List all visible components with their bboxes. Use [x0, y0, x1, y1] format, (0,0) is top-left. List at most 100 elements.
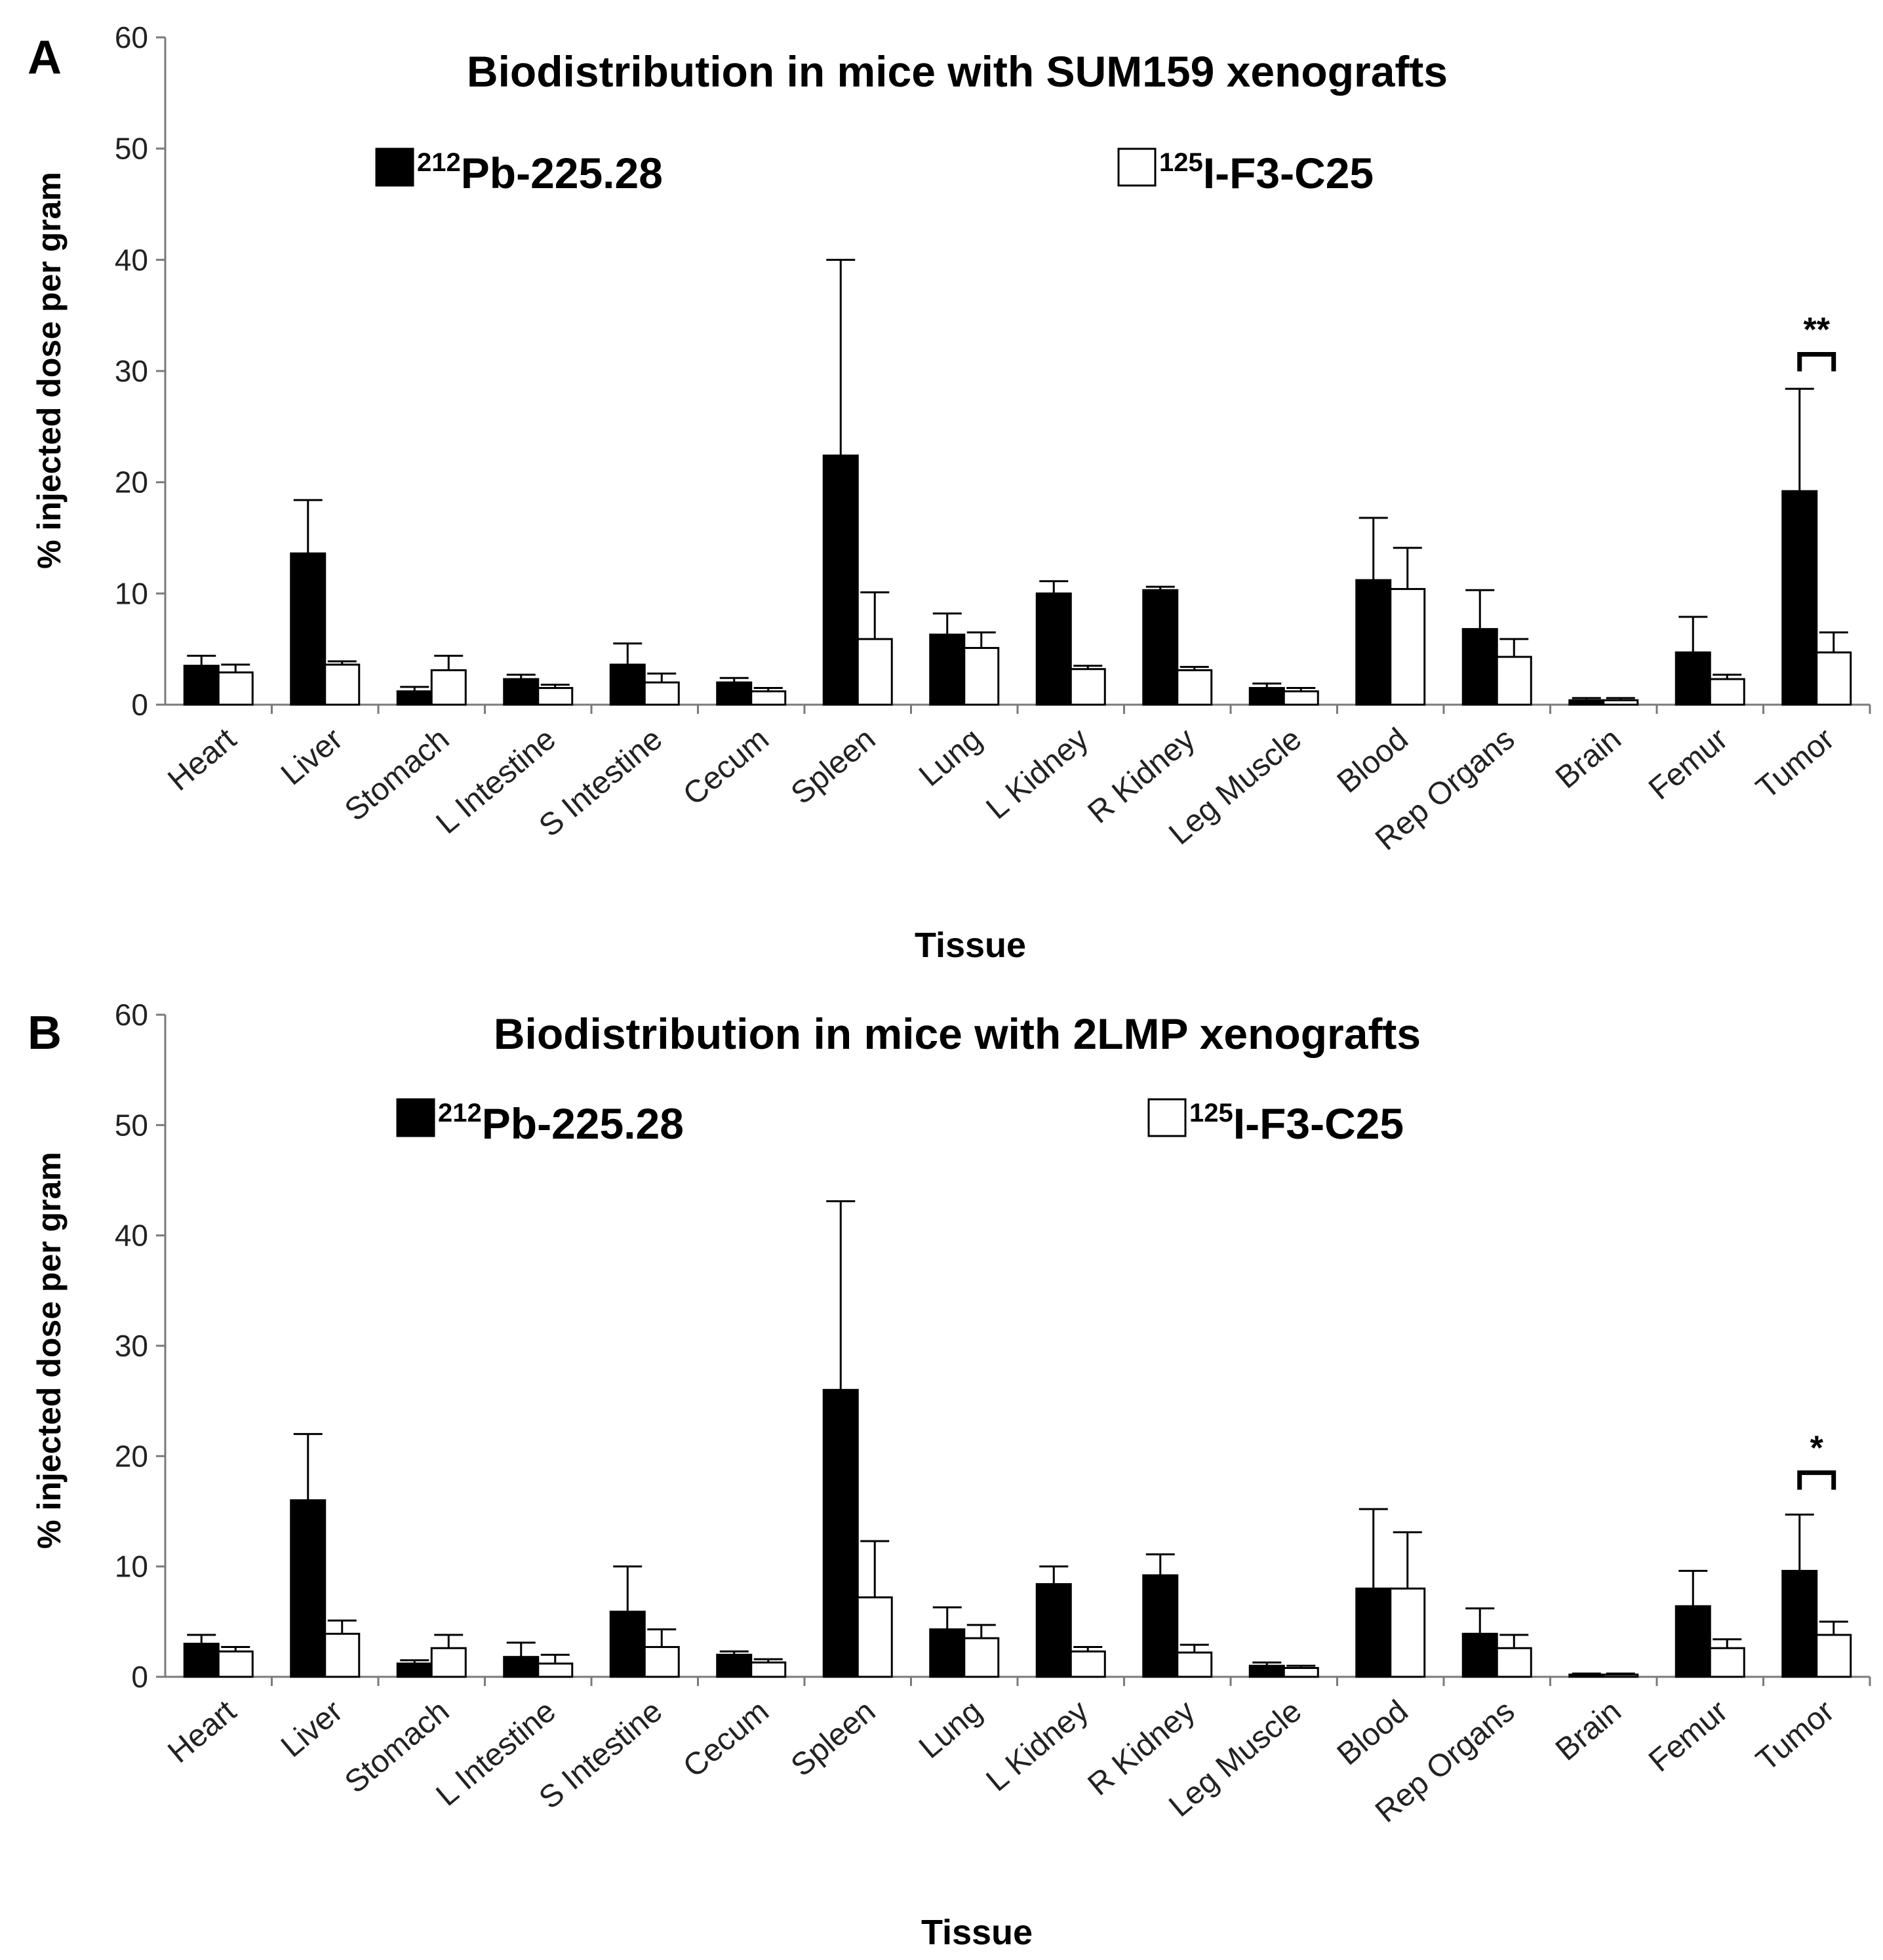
panel-a-ytick-label: 10 [115, 576, 148, 610]
panel-b-bar [609, 1611, 646, 1678]
panel-a-legend-label-i: 125I-F3-C25 [1159, 148, 1374, 197]
panel-a-bar [430, 669, 467, 706]
panel-a-ytick-label: 30 [115, 354, 148, 388]
panel-a-bar [643, 681, 680, 706]
panel-a-legend: 212Pb-225.28 125I-F3-C25 [375, 147, 1374, 197]
panel-b-bar [716, 1653, 753, 1678]
panel-b-ytick-label: 0 [131, 1660, 148, 1694]
panel-a-bar [1461, 628, 1498, 706]
panel-b-bar [1282, 1667, 1319, 1678]
panel-a-ytick-label: 20 [115, 465, 148, 500]
panel-b-legend-swatch-i [1147, 1098, 1187, 1137]
panel-a-bar [750, 690, 787, 706]
panel-a-bar [1248, 687, 1285, 706]
panel-a-legend-main-pb: Pb-225.28 [461, 149, 663, 197]
panel-b-bar [1709, 1647, 1745, 1678]
panel-b-bar [856, 1596, 893, 1678]
panel-b-bar [1035, 1583, 1072, 1678]
panel-a-significance-label: ** [1804, 311, 1831, 349]
panel-a-legend-main-i: I-F3-C25 [1203, 149, 1374, 197]
panel-b-title: Biodistribution in mice with 2LMP xenogr… [494, 1009, 1421, 1058]
panel-a-bar [1176, 669, 1213, 706]
panel-b-bar [537, 1662, 574, 1678]
panel-a-ytick-label: 0 [131, 688, 148, 722]
panel-b-ytick-label: 40 [115, 1219, 148, 1253]
panel-b-bar [1496, 1647, 1532, 1678]
panel-b-bar [1248, 1664, 1285, 1678]
panel-a-bar [1142, 589, 1179, 706]
panel-a-bar [1496, 656, 1532, 706]
panel-b-bar [1461, 1632, 1498, 1678]
panel-a-legend-swatch-pb [375, 147, 414, 187]
panel-a-bar [183, 665, 220, 706]
panel-a-legend-sup-i: 125 [1159, 148, 1203, 177]
panel-a-bar [503, 678, 540, 706]
panel-a-bar [1035, 592, 1072, 706]
panel-b-bar [1568, 1674, 1605, 1678]
panel-a-ytick-label: 50 [115, 132, 148, 166]
panel-a-bar [1602, 699, 1639, 706]
panel-a-bar [324, 663, 361, 706]
panel-b-bar [1069, 1650, 1106, 1678]
panel-b-legend-sup-pb: 212 [438, 1099, 482, 1127]
panel-a-xlabel: Tissue [915, 926, 1026, 965]
panel-a-label: A [28, 31, 62, 84]
panel-a-bar [1781, 490, 1818, 706]
panel-b-ytick-label: 30 [115, 1329, 148, 1363]
panel-b-ylabel: % injected dose per gram [31, 1152, 68, 1549]
panel-b-bar [430, 1647, 467, 1678]
panel-a-bar [1709, 678, 1745, 706]
panel-b-bar [503, 1656, 540, 1678]
panel-a-bar [963, 646, 1000, 706]
panel-a-bar [1815, 651, 1852, 706]
panel-a-bar [396, 690, 433, 706]
panel-a-bar [290, 552, 327, 706]
panel-b-legend-sup-i: 125 [1189, 1099, 1233, 1127]
panel-b-label: B [28, 1007, 62, 1059]
panel-a-significance-bracket [1797, 352, 1836, 372]
panel-a-bar [1389, 588, 1426, 706]
panel-a-bar [1282, 690, 1319, 706]
panel-b-legend-label-pb: 212Pb-225.28 [438, 1099, 684, 1148]
panel-b-bar [1176, 1651, 1213, 1678]
panel-a-legend-swatch-i [1117, 147, 1157, 187]
panel-b-bar [1355, 1587, 1392, 1678]
panel-a-bar [609, 663, 646, 706]
panel-a-title: Biodistribution in mice with SUM159 xeno… [467, 47, 1448, 96]
panel-a-bar [856, 638, 893, 706]
panel-a-bar [1355, 579, 1392, 706]
panel-b-bar [750, 1661, 787, 1678]
panel-b-ytick-label: 60 [115, 998, 148, 1032]
panel-a-ytick-label: 60 [115, 20, 148, 54]
panel-b-significance-label: * [1810, 1430, 1824, 1468]
panel-b-bar [1602, 1674, 1639, 1678]
panel-b-xlabel: Tissue [921, 1913, 1033, 1952]
panel-a-bar [217, 671, 254, 706]
panel-a-ylabel: % injected dose per gram [31, 172, 68, 569]
panel-b-legend-main-pb: Pb-225.28 [482, 1099, 684, 1148]
panel-b-bar [822, 1388, 859, 1678]
panel-b-bar [929, 1628, 966, 1678]
panel-b-legend-label-i: 125I-F3-C25 [1189, 1099, 1404, 1148]
panel-a-bar [716, 681, 753, 706]
panel-b-bar [1781, 1569, 1818, 1678]
panel-b-ytick-label: 20 [115, 1439, 148, 1473]
panel-a-ytick-label: 40 [115, 243, 148, 277]
panel-a-bar [537, 687, 574, 706]
panel-a-bar [1675, 651, 1711, 706]
panel-b-bar [396, 1662, 433, 1678]
panel-b-bar [643, 1646, 680, 1678]
panel-b-bar [1675, 1605, 1711, 1678]
panel-a-bar [929, 633, 966, 706]
panel-b-bar [324, 1632, 361, 1678]
panel-a-legend-label-pb: 212Pb-225.28 [417, 148, 663, 197]
panel-b-ytick-label: 10 [115, 1550, 148, 1584]
panel-b-bar [963, 1637, 1000, 1678]
panel-a-bar [1069, 668, 1106, 706]
panel-b-bar [217, 1650, 254, 1678]
panel-a-legend-sup-pb: 212 [417, 148, 461, 177]
panel-b-ytick-label: 50 [115, 1108, 148, 1142]
panel-b-legend: 212Pb-225.28 125I-F3-C25 [396, 1098, 1404, 1148]
panel-b-bar [1815, 1634, 1852, 1678]
